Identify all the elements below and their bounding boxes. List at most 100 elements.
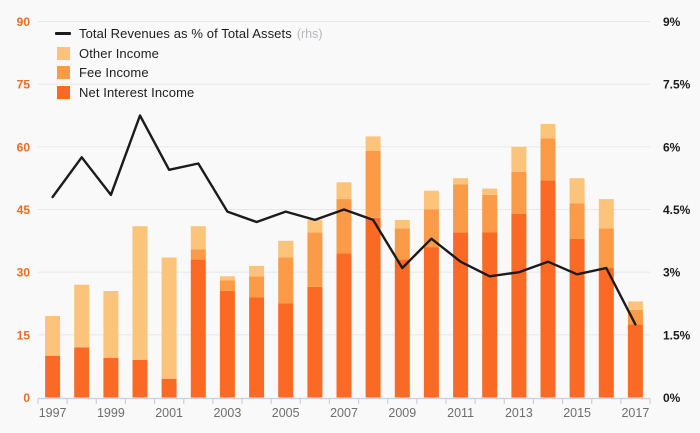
line-swatch-icon	[55, 32, 71, 36]
bar-2006-other-income	[307, 219, 323, 233]
left-axis-label-90: 90	[17, 15, 31, 29]
x-axis-label-2005: 2005	[272, 406, 300, 420]
bar-2000-other-income	[132, 226, 148, 360]
legend-label: Fee Income	[79, 65, 149, 81]
bar-2010-net-interest-income	[423, 247, 439, 398]
legend-note-rhs: (rhs)	[296, 26, 323, 41]
bar-2003-fee-income	[219, 280, 235, 291]
bar-2016-other-income	[598, 199, 614, 229]
bar-1998-net-interest-income	[74, 347, 90, 398]
bar-2010-fee-income	[423, 209, 439, 248]
chart-legend: Total Revenues as % of Total Assets (rhs…	[55, 24, 323, 102]
bar-2008-other-income	[365, 136, 381, 151]
bar-2004-other-income	[249, 265, 265, 277]
bar-2017-net-interest-income	[627, 324, 643, 398]
left-axis-label-75: 75	[17, 78, 31, 92]
bar-2012-other-income	[482, 188, 498, 195]
bar-2009-net-interest-income	[394, 259, 410, 398]
fee-income-swatch-icon	[57, 66, 70, 80]
left-axis-label-60: 60	[17, 140, 31, 154]
right-axis-label-0%: 0%	[663, 391, 681, 405]
bar-2012-net-interest-income	[482, 232, 498, 398]
bar-2013-other-income	[511, 146, 527, 172]
total-revenues-line	[51, 114, 637, 326]
right-axis-label-6%: 6%	[663, 140, 681, 154]
x-axis-label-2015: 2015	[563, 406, 591, 420]
bar-1999-other-income	[103, 291, 119, 358]
legend-item-net-interest-income: Net Interest Income	[55, 83, 323, 103]
left-axis-label-15: 15	[17, 328, 31, 342]
bar-2012-fee-income	[482, 194, 498, 233]
right-axis-label-3%: 3%	[663, 266, 681, 280]
bar-2005-fee-income	[278, 257, 294, 304]
x-axis-label-1997: 1997	[39, 406, 67, 420]
bar-2002-fee-income	[190, 249, 206, 260]
bar-1997-other-income	[45, 316, 61, 356]
bar-2011-other-income	[453, 178, 469, 185]
bar-2011-fee-income	[453, 184, 469, 233]
bar-2015-other-income	[569, 178, 585, 204]
bar-2002-other-income	[190, 226, 206, 250]
bar-2015-fee-income	[569, 203, 585, 239]
x-axis-label-2017: 2017	[621, 406, 649, 420]
bar-2011-net-interest-income	[453, 232, 469, 398]
bar-2003-other-income	[219, 276, 235, 281]
left-axis-label-0: 0	[23, 391, 30, 405]
bar-2017-other-income	[627, 301, 643, 310]
bar-2003-net-interest-income	[219, 291, 235, 398]
bar-2002-net-interest-income	[190, 259, 206, 398]
bar-2007-fee-income	[336, 199, 352, 254]
legend-item-other-income: Other Income	[55, 44, 323, 64]
legend-item-total-revenues: Total Revenues as % of Total Assets (rhs…	[55, 24, 323, 44]
right-axis-label-7.5%: 7.5%	[663, 78, 691, 92]
bar-2014-net-interest-income	[540, 180, 556, 398]
bar-2010-other-income	[423, 190, 439, 210]
legend-item-fee-income: Fee Income	[55, 63, 323, 83]
left-axis-label-30: 30	[17, 266, 31, 280]
bar-2007-net-interest-income	[336, 253, 352, 398]
bar-2015-net-interest-income	[569, 238, 585, 398]
bar-2017-fee-income	[627, 309, 643, 325]
bar-2014-other-income	[540, 123, 556, 139]
bar-1999-net-interest-income	[103, 357, 119, 398]
x-axis-label-2013: 2013	[505, 406, 533, 420]
bar-2016-fee-income	[598, 228, 614, 268]
x-axis-label-1999: 1999	[97, 406, 125, 420]
x-axis-label-2009: 2009	[388, 406, 416, 420]
bar-2016-net-interest-income	[598, 268, 614, 398]
x-axis-label-2007: 2007	[330, 406, 358, 420]
bar-2013-fee-income	[511, 171, 527, 214]
bar-2009-fee-income	[394, 228, 410, 260]
bar-2006-fee-income	[307, 232, 323, 287]
x-axis-label-2011: 2011	[447, 406, 474, 420]
bar-2004-fee-income	[249, 276, 265, 298]
bar-2008-fee-income	[365, 151, 381, 218]
x-axis-label-2003: 2003	[213, 406, 241, 420]
bar-2006-net-interest-income	[307, 286, 323, 398]
bar-2005-net-interest-income	[278, 303, 294, 398]
legend-label: Other Income	[79, 45, 159, 61]
net-interest-income-swatch-icon	[57, 85, 70, 99]
bar-2009-other-income	[394, 219, 410, 229]
bar-1998-other-income	[74, 284, 90, 348]
right-axis-label-4.5%: 4.5%	[663, 203, 691, 217]
left-axis-label-45: 45	[17, 203, 31, 217]
bar-2013-net-interest-income	[511, 213, 527, 398]
bar-2001-other-income	[161, 257, 177, 379]
bar-2004-net-interest-income	[249, 297, 265, 398]
legend-label: Net Interest Income	[79, 84, 195, 100]
right-axis-label-9%: 9%	[663, 15, 681, 29]
x-axis-label-2001: 2001	[155, 406, 183, 420]
bar-2000-net-interest-income	[132, 359, 148, 398]
other-income-swatch-icon	[57, 46, 70, 60]
bar-2005-other-income	[278, 240, 294, 258]
legend-label: Total Revenues as % of Total Assets	[79, 26, 292, 42]
bar-2008-net-interest-income	[365, 217, 381, 398]
bar-2007-other-income	[336, 182, 352, 199]
bar-2014-fee-income	[540, 138, 556, 181]
bar-2001-net-interest-income	[161, 378, 177, 398]
right-axis-label-1.5%: 1.5%	[663, 328, 691, 342]
bar-1997-net-interest-income	[45, 355, 61, 398]
